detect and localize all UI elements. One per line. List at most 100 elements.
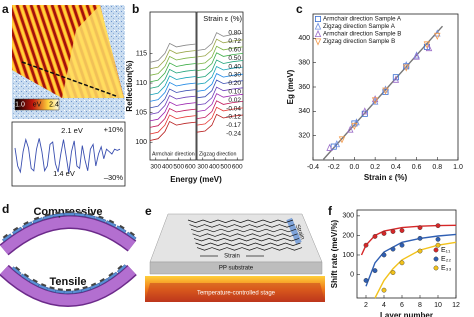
legend-label: E₃₃ <box>441 265 452 272</box>
data-point <box>417 235 423 241</box>
flake-sheet <box>74 287 80 291</box>
data-point <box>392 75 400 83</box>
spectrum <box>196 38 244 58</box>
profile-line <box>14 137 121 174</box>
y-tick-label: 300 <box>342 213 354 220</box>
spectrum <box>196 52 244 71</box>
strain-label: 0.72 <box>228 38 241 45</box>
spectrum <box>149 120 197 141</box>
spectrum <box>149 62 197 83</box>
data-point <box>413 52 420 60</box>
flake-sheet <box>40 283 47 287</box>
strain-label: 0.02 <box>228 97 241 104</box>
flake-sheet <box>64 212 75 216</box>
data-point <box>392 74 399 81</box>
data-point <box>381 287 387 293</box>
strain-label: 0.40 <box>228 63 241 70</box>
legend-title: Strain ε (%) <box>203 14 242 23</box>
legend-marker <box>433 256 439 262</box>
x-tick-label: 300 <box>150 164 161 171</box>
data-point <box>390 229 396 234</box>
legend-marker <box>314 15 321 22</box>
panel-caption: Zigzag direction <box>199 151 236 157</box>
data-point <box>363 277 369 283</box>
y-tick-label: 105 <box>135 109 147 116</box>
panel-label: d <box>2 202 9 216</box>
spectrum <box>196 100 244 119</box>
spectrum <box>196 113 244 133</box>
data-point <box>326 143 333 151</box>
spectrum <box>149 55 197 76</box>
y-tick-label: +10% <box>104 125 124 134</box>
spectrum <box>149 42 197 63</box>
panel-caption: Armchair direction <box>152 151 195 157</box>
colorbar-tick-label: 1.0 <box>15 101 25 108</box>
data-point <box>417 248 423 254</box>
data-point <box>403 63 410 70</box>
legend-label: E₁₁ <box>441 247 451 254</box>
data-point <box>435 236 441 242</box>
flake-sheet <box>98 215 104 220</box>
spectrum <box>196 59 244 79</box>
data-point <box>417 225 423 231</box>
x-axis-label: Strain ε (%) <box>364 173 408 182</box>
legend-marker <box>433 265 439 271</box>
strain-label: 0.10 <box>228 89 241 96</box>
legend-label: Zigzag direction Sample B <box>323 38 395 45</box>
x-tick-label: 0.8 <box>432 164 442 171</box>
y-tick-label: 100 <box>135 139 147 146</box>
x-tick-label: 600 <box>232 164 243 171</box>
legend-marker <box>314 29 322 37</box>
flake-sheet <box>76 211 83 214</box>
stripe <box>15 5 51 98</box>
spectrum <box>196 32 244 51</box>
profile-line <box>21 61 117 97</box>
legend-marker <box>314 38 322 46</box>
annotation: 2.1 eV <box>61 126 83 135</box>
strain-label: -0.04 <box>226 105 241 112</box>
spectrum <box>149 81 197 102</box>
fit-curve <box>365 233 457 287</box>
spectrum <box>149 101 197 122</box>
stripe <box>12 5 16 98</box>
x-tick-label: 0.6 <box>412 164 422 171</box>
strain-label: 0.30 <box>228 72 241 79</box>
data-point <box>402 64 410 72</box>
legend-label: Armchair direction Sample B <box>323 31 401 38</box>
data-point <box>347 125 354 133</box>
x-tick-label: 10 <box>434 302 442 309</box>
plot-frame <box>356 209 457 299</box>
flake-sheet <box>90 282 97 287</box>
flake-sheet <box>87 212 93 216</box>
flake-sheet <box>117 265 123 270</box>
strain-label: -0.17 <box>226 122 241 129</box>
data-point <box>425 44 433 52</box>
x-tick-label: 2 <box>364 302 368 309</box>
data-point <box>361 107 369 115</box>
data-point <box>382 87 389 95</box>
data-point <box>435 223 441 229</box>
data-point <box>435 242 441 248</box>
data-point <box>338 136 346 144</box>
stripe <box>0 5 7 100</box>
strain-label: -0.24 <box>226 131 241 138</box>
data-point <box>371 97 379 105</box>
substrate-front <box>149 261 323 275</box>
flake-sheet <box>49 286 55 290</box>
strain-label: 0.20 <box>228 80 241 87</box>
y-axis-label: Eg (meV) <box>286 69 295 104</box>
data-point <box>434 32 441 40</box>
strain-label: -0.12 <box>226 114 241 121</box>
spectrum <box>196 79 244 99</box>
stripe <box>36 5 72 98</box>
legend-label: E₂₂ <box>441 256 451 263</box>
spectrum <box>149 88 197 109</box>
flake-sheet <box>12 226 19 232</box>
y-tick-label: 110 <box>136 80 147 87</box>
flake-sheet <box>129 231 135 237</box>
data-point <box>372 268 378 274</box>
lattice-row <box>192 233 298 237</box>
data-point <box>351 122 358 130</box>
data-point <box>363 242 369 248</box>
